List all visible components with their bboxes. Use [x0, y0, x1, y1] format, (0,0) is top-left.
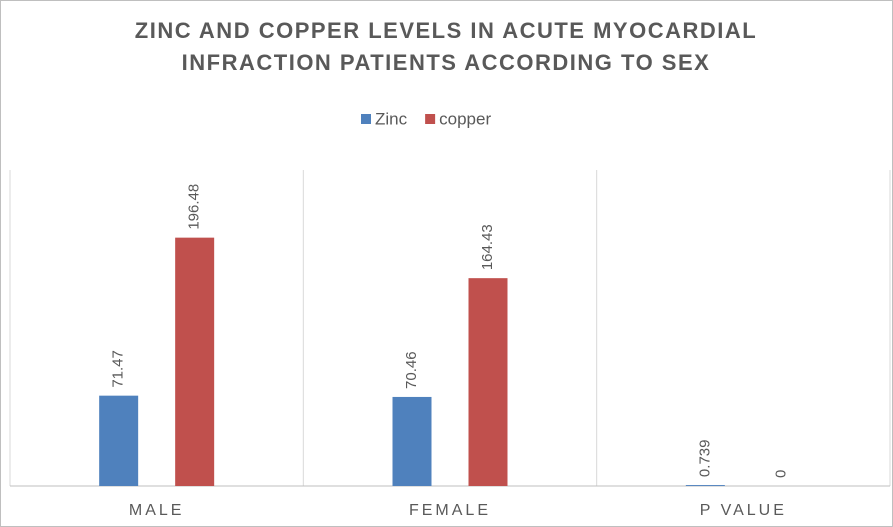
legend-label: Zinc	[375, 109, 408, 128]
data-label: 164.43	[479, 224, 496, 270]
data-label: 71.47	[110, 350, 127, 388]
data-label: 0.739	[696, 440, 713, 478]
bar	[175, 237, 215, 486]
x-tick-label: P VALUE	[700, 502, 787, 519]
chart-title: ZINC AND COPPER LEVELS IN ACUTE MYOCARDI…	[135, 18, 757, 43]
legend-swatch	[425, 114, 436, 124]
bar	[392, 396, 432, 486]
legend-swatch	[361, 114, 371, 124]
chart-title: INFRACTION PATIENTS ACCORDING TO SEX	[182, 50, 711, 75]
bar	[468, 278, 508, 486]
bar	[685, 485, 725, 486]
data-label: 0	[772, 470, 789, 478]
x-tick-label: MALE	[129, 502, 185, 519]
data-label: 196.48	[186, 184, 203, 230]
x-tick-label: FEMALE	[409, 502, 491, 519]
bar	[99, 395, 139, 486]
legend-label: copper	[439, 109, 491, 128]
data-label: 70.46	[403, 351, 420, 389]
